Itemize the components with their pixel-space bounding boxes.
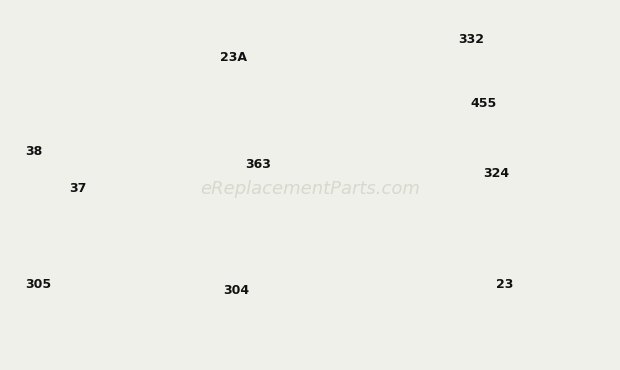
- Text: 37: 37: [69, 182, 86, 195]
- Text: 305: 305: [25, 278, 51, 291]
- Text: 455: 455: [471, 97, 497, 110]
- Text: 324: 324: [483, 168, 510, 181]
- Text: 38: 38: [25, 145, 43, 158]
- Text: 304: 304: [223, 283, 249, 296]
- Text: 23: 23: [495, 278, 513, 291]
- Text: 363: 363: [245, 158, 271, 171]
- Text: 332: 332: [458, 33, 484, 46]
- Text: eReplacementParts.com: eReplacementParts.com: [200, 180, 420, 198]
- Text: 23A: 23A: [220, 51, 247, 64]
